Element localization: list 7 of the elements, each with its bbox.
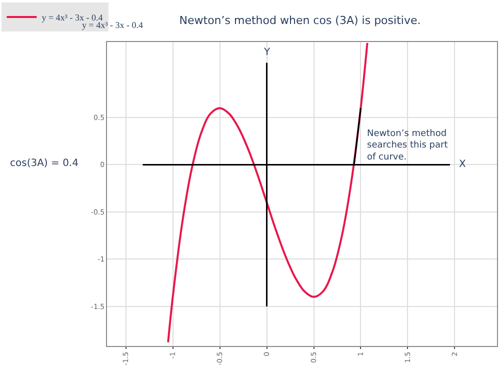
chart-title: Newton’s method when cos (3A) is positive.: [179, 14, 421, 28]
series-label: Y: [263, 47, 271, 58]
annotation: Newton’s method searches this part of curve.: [367, 129, 448, 162]
legend-label: y = 4x³ - 3x - 0.4: [42, 12, 104, 22]
text: y = 4x³ - 3x - 0.4: [82, 20, 144, 30]
text: cos(3A) = 0.4: [10, 158, 78, 169]
series-label: X: [459, 159, 466, 170]
